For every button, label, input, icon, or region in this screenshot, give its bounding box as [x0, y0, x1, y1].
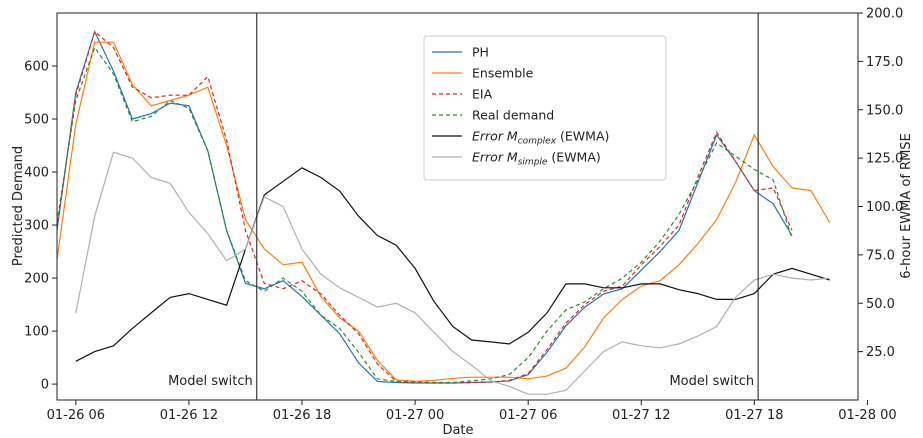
series-line-error-m-simple-ewma: [75, 151, 830, 395]
y-axis-right-label: 6-hour EWMA of RMSE: [899, 133, 914, 279]
y-right-tick-label: 75.0: [866, 248, 895, 263]
y-right-tick-label: 150.0: [866, 103, 903, 118]
x-tick-label: 01-27 12: [612, 408, 670, 423]
y-left-tick-label: 300: [24, 219, 49, 234]
x-axis-label: Date: [442, 423, 473, 438]
series-line-ensemble: [56, 41, 831, 383]
y-left-tick-label: 500: [24, 113, 49, 128]
x-axis: 01-26 06 01-26 12 01-26 18 01-27 00 01-27 06…: [47, 400, 897, 423]
x-tick-label: 01-26 06: [47, 408, 105, 423]
annotations: Model switch Model switch: [168, 374, 754, 389]
y-right-tick-label: 175.0: [866, 55, 903, 70]
y-left-tick-label: 0: [41, 378, 49, 393]
legend-label-real-demand: Real demand: [472, 108, 554, 123]
series-lines: [56, 29, 831, 395]
legend-label-error-m-complex-ewma: Error Mcomplex (EWMA): [472, 129, 609, 147]
y-right-tick-label: 125.0: [866, 152, 903, 167]
y-right-tick-label: 100.0: [866, 200, 903, 215]
y-left-tick-label: 100: [24, 325, 49, 340]
x-tick-label: 01-26 18: [273, 408, 331, 423]
legend-label-ensemble: Ensemble: [472, 66, 534, 81]
y-axis-right: 25.0 50.0 75.0 100.0 125.0 150.0 175.0 200.0: [858, 7, 903, 360]
y-left-tick-label: 600: [24, 60, 49, 75]
y-right-tick-label: 200.0: [866, 7, 903, 22]
legend-box: [423, 35, 667, 181]
series-line-eia: [56, 30, 793, 384]
x-tick-label: 01-27 18: [725, 408, 783, 423]
y-right-tick-label: 25.0: [866, 345, 895, 360]
x-tick-label: 01-26 12: [160, 408, 218, 423]
series-line-error-m-complex-ewma: [75, 167, 830, 362]
x-tick-label: 01-27 06: [499, 408, 557, 423]
legend-label-error-m-simple-ewma: Error Msimple (EWMA): [472, 150, 601, 168]
legend: PH Ensemble EIA Real demand Error Mcomplex (…: [423, 35, 667, 181]
legend-label-ph: PH: [472, 45, 489, 60]
y-left-tick-label: 400: [24, 166, 49, 181]
y-axis-left-label: Predicted Demand: [11, 146, 26, 266]
annotation-model-switch-1: Model switch: [168, 374, 253, 389]
legend-label-eia: EIA: [472, 87, 493, 102]
y-right-tick-label: 50.0: [866, 297, 895, 312]
annotation-model-switch-2: Model switch: [669, 374, 754, 389]
x-tick-label: 01-28 00: [838, 408, 896, 423]
y-axis-left: 0 100 200 300 400 500 600: [24, 60, 57, 393]
y-left-tick-label: 200: [24, 272, 49, 287]
series-line-real-demand: [56, 46, 793, 384]
x-tick-label: 01-27 00: [386, 408, 444, 423]
model-switch-lines: [256, 13, 759, 400]
